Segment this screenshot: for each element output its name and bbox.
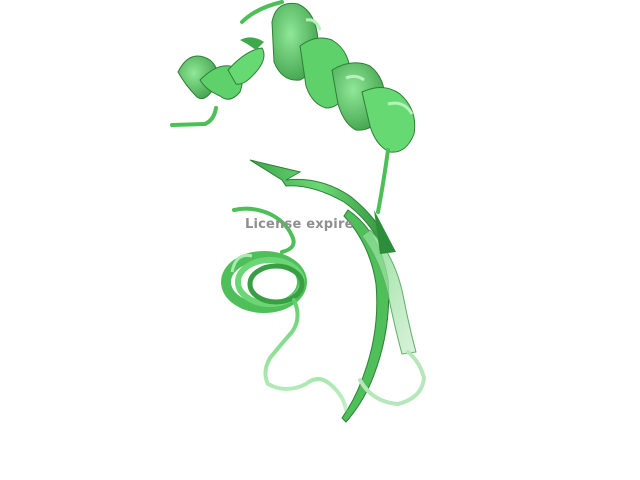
- beta-sheet: [249, 159, 427, 423]
- small-helix: [221, 206, 348, 412]
- n-terminal-helix: [170, 0, 284, 127]
- long-alpha-helix: [271, 2, 416, 214]
